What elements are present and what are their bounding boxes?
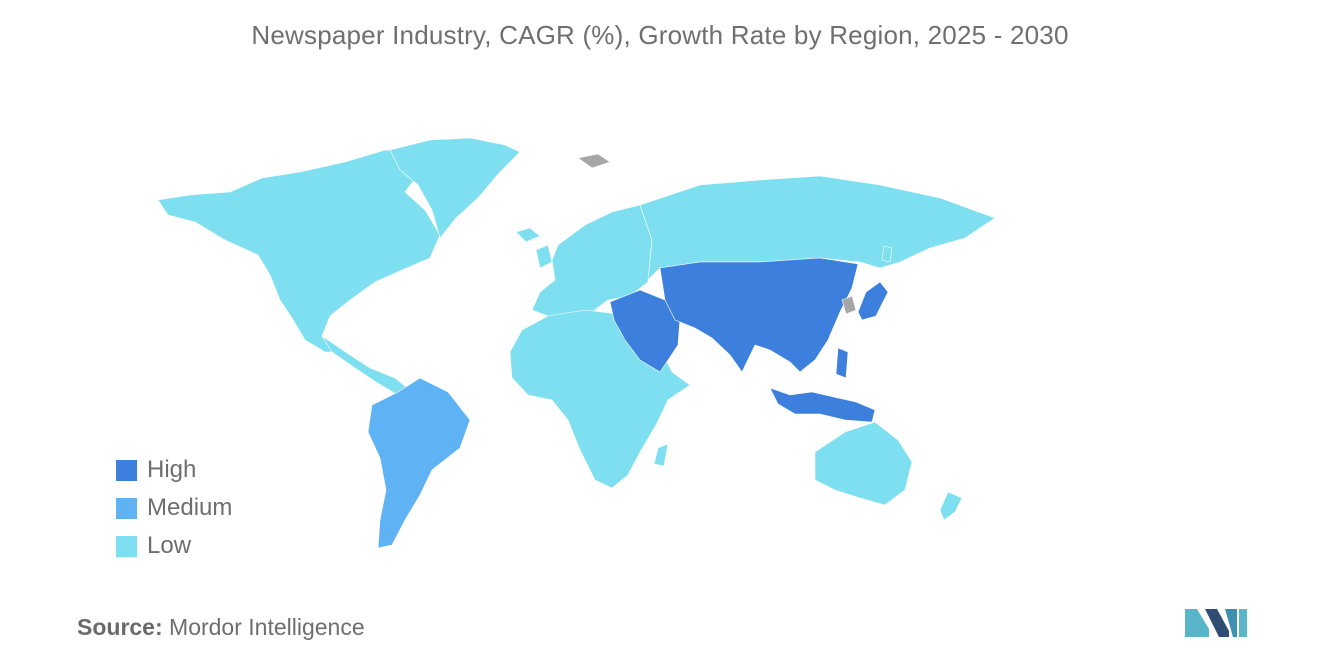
europe-region[interactable] bbox=[531, 204, 653, 319]
korea-region[interactable] bbox=[841, 295, 857, 315]
low-regions bbox=[157, 137, 996, 521]
mordor-intelligence-logo-icon bbox=[1185, 609, 1247, 637]
map-title: Newspaper Industry, CAGR (%), Growth Rat… bbox=[251, 20, 1069, 50]
medium-regions bbox=[367, 377, 471, 549]
legend-swatch-medium bbox=[116, 497, 137, 519]
central-america-region[interactable] bbox=[321, 335, 411, 396]
svalbard-region[interactable] bbox=[577, 153, 611, 169]
legend-swatch-high bbox=[116, 459, 137, 481]
philippines-region[interactable] bbox=[835, 347, 849, 379]
madagascar-region[interactable] bbox=[653, 443, 669, 467]
north-america-region[interactable] bbox=[157, 149, 441, 353]
australia-region[interactable] bbox=[814, 421, 913, 506]
legend-label-high: High bbox=[147, 456, 197, 483]
new-zealand-region[interactable] bbox=[939, 491, 963, 521]
japan-region[interactable] bbox=[857, 281, 889, 321]
uk-region[interactable] bbox=[535, 244, 553, 269]
legend-label-medium: Medium bbox=[147, 494, 233, 521]
legend-label-low: Low bbox=[147, 532, 192, 559]
legend-item-medium: Medium bbox=[116, 489, 232, 527]
legend-item-high: High bbox=[116, 451, 232, 489]
source-label: Source: bbox=[77, 614, 163, 640]
legend-swatch-low bbox=[116, 535, 137, 557]
source-value: Mordor Intelligence bbox=[169, 614, 365, 640]
high-regions bbox=[609, 257, 889, 423]
asia-high-region[interactable] bbox=[659, 257, 859, 373]
middle-east-region[interactable] bbox=[609, 289, 681, 373]
map-legend: High Medium Low bbox=[116, 451, 232, 565]
no-data-regions bbox=[577, 153, 857, 315]
legend-item-low: Low bbox=[116, 527, 232, 565]
southeast-asia-islands-region[interactable] bbox=[769, 387, 876, 423]
south-america-region[interactable] bbox=[367, 377, 471, 549]
japan-north-region[interactable] bbox=[881, 245, 893, 263]
source-line: Source: Mordor Intelligence bbox=[77, 614, 365, 641]
iceland-region[interactable] bbox=[515, 227, 541, 243]
greenland-region[interactable] bbox=[389, 137, 521, 239]
